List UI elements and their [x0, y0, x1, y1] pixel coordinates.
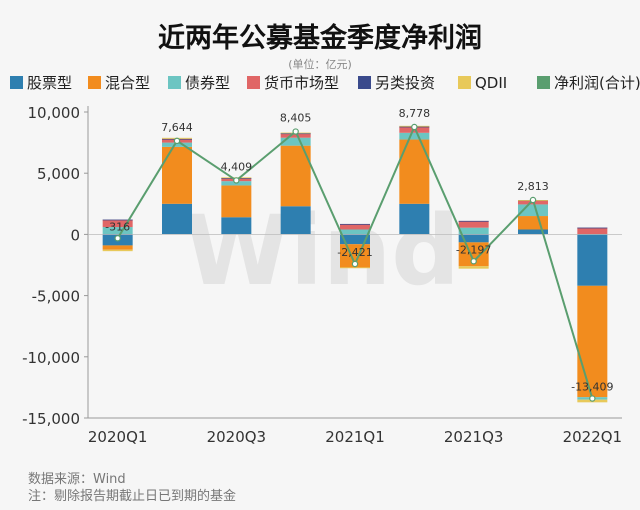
bar-segment: [221, 217, 252, 235]
x-tick-label: 2022Q1: [563, 428, 623, 446]
y-tick-label: 5,000: [37, 165, 80, 183]
chart-subtitle: (单位：亿元): [288, 57, 352, 71]
bar-segment: [280, 133, 311, 138]
bar-segment: [458, 234, 489, 243]
bar-segment: [518, 229, 548, 235]
bar-segment: [162, 142, 192, 147]
bar-segment: [340, 267, 370, 269]
bar-segment: [280, 137, 311, 146]
bar-segment: [577, 227, 608, 235]
data-label: -2,421: [337, 246, 372, 259]
footer-source: 数据来源：Wind: [28, 472, 126, 487]
footer-note: 注：剔除报告期截止日已到期的基金: [28, 488, 236, 504]
legend-swatch: [10, 76, 23, 89]
legend-swatch: [168, 76, 181, 89]
data-label: 4,409: [221, 160, 253, 173]
bar-segment: [340, 223, 370, 230]
net-profit-point: [292, 128, 299, 135]
net-profit-point: [411, 123, 418, 131]
bar-segment: [458, 220, 489, 228]
legend-label: 股票型: [27, 74, 72, 92]
bar-segment: [102, 245, 133, 250]
bar-segment: [280, 206, 311, 235]
legend-label: QDII: [475, 74, 507, 92]
legend-label: 混合型: [105, 74, 150, 92]
bar-segment: [221, 185, 252, 218]
bar-segment: [458, 227, 489, 235]
bar-segment: [399, 132, 430, 140]
data-label: -316: [105, 220, 130, 233]
x-tick-label: 2020Q3: [207, 428, 267, 446]
y-tick-label: -10,000: [22, 349, 80, 367]
legend-swatch: [88, 76, 101, 89]
x-tick-label: 2020Q1: [88, 428, 148, 446]
bar-segment: [162, 146, 192, 204]
net-profit-point: [173, 137, 181, 145]
y-tick-label: 10,000: [28, 104, 81, 122]
chart-title: 近两年公募基金季度净利润: [158, 22, 482, 54]
legend-label: 另类投资: [375, 74, 435, 92]
data-label: 8,778: [399, 107, 431, 120]
legend: 股票型 混合型 债券型 货币市场型 另类投资 QDII 净利润(合计): [10, 74, 640, 92]
net-profit-line-group: -316 7,644 4,409 8,405 -2,421 8,778 -2,197 2,81…: [105, 107, 614, 402]
data-label: 7,644: [161, 121, 193, 134]
bar-segment: [340, 234, 370, 245]
bar-segment: [102, 219, 133, 221]
bar-segment: [577, 227, 608, 229]
bar-segment: [518, 204, 548, 217]
bar-segment: [162, 203, 192, 235]
net-profit-point: [470, 258, 477, 265]
data-label: 8,405: [280, 112, 312, 125]
bar-segment: [458, 242, 489, 267]
y-tick-label: 0: [70, 226, 80, 244]
legend-swatch: [358, 76, 371, 89]
y-tick-label: -5,000: [32, 288, 80, 306]
bar-segment: [102, 227, 133, 235]
legend-swatch: [247, 76, 260, 89]
bar-segment: [340, 229, 370, 235]
bar-segment: [577, 234, 608, 286]
bar-segment: [518, 216, 548, 230]
bar-segment: [458, 266, 489, 269]
bar-segment: [399, 203, 430, 235]
y-tick-label: -15,000: [22, 410, 80, 428]
data-label: -13,409: [571, 381, 613, 394]
bars-group: [102, 125, 608, 403]
data-label: -2,197: [456, 243, 491, 256]
net-profit-point: [351, 260, 359, 268]
bar-segment: [458, 220, 489, 222]
legend-label: 净利润(合计): [554, 74, 640, 92]
net-profit-point: [589, 395, 596, 402]
legend-label: 货币市场型: [264, 74, 339, 92]
data-label: 2,813: [517, 180, 549, 193]
net-profit-point: [529, 196, 537, 204]
bar-segment: [577, 285, 608, 398]
legend-swatch: [458, 76, 471, 89]
net-profit-point: [114, 235, 121, 242]
bar-segment: [340, 244, 370, 268]
legend-swatch: [537, 76, 550, 89]
net-profit-point: [233, 177, 240, 184]
bar-segment: [102, 249, 133, 252]
axes-group: 10,000 5,000 0 -5,000 -10,000 -15,000 2020Q1 20…: [22, 104, 622, 446]
bar-segment: [102, 219, 133, 228]
legend-label: 债券型: [185, 74, 230, 92]
x-tick-label: 2021Q1: [325, 428, 385, 446]
bar-segment: [340, 223, 370, 225]
x-tick-label: 2021Q3: [444, 428, 504, 446]
